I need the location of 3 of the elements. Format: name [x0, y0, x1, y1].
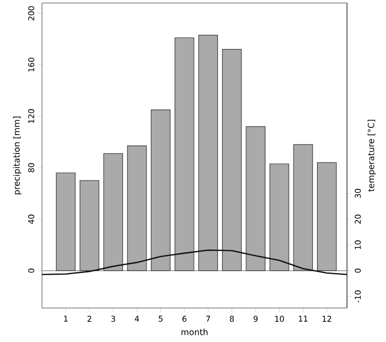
y2-axis-title: temperature [°C]	[368, 120, 376, 192]
y-axis-title: precipitation [mm]	[13, 116, 22, 194]
x-axis-title: month	[182, 328, 208, 336]
